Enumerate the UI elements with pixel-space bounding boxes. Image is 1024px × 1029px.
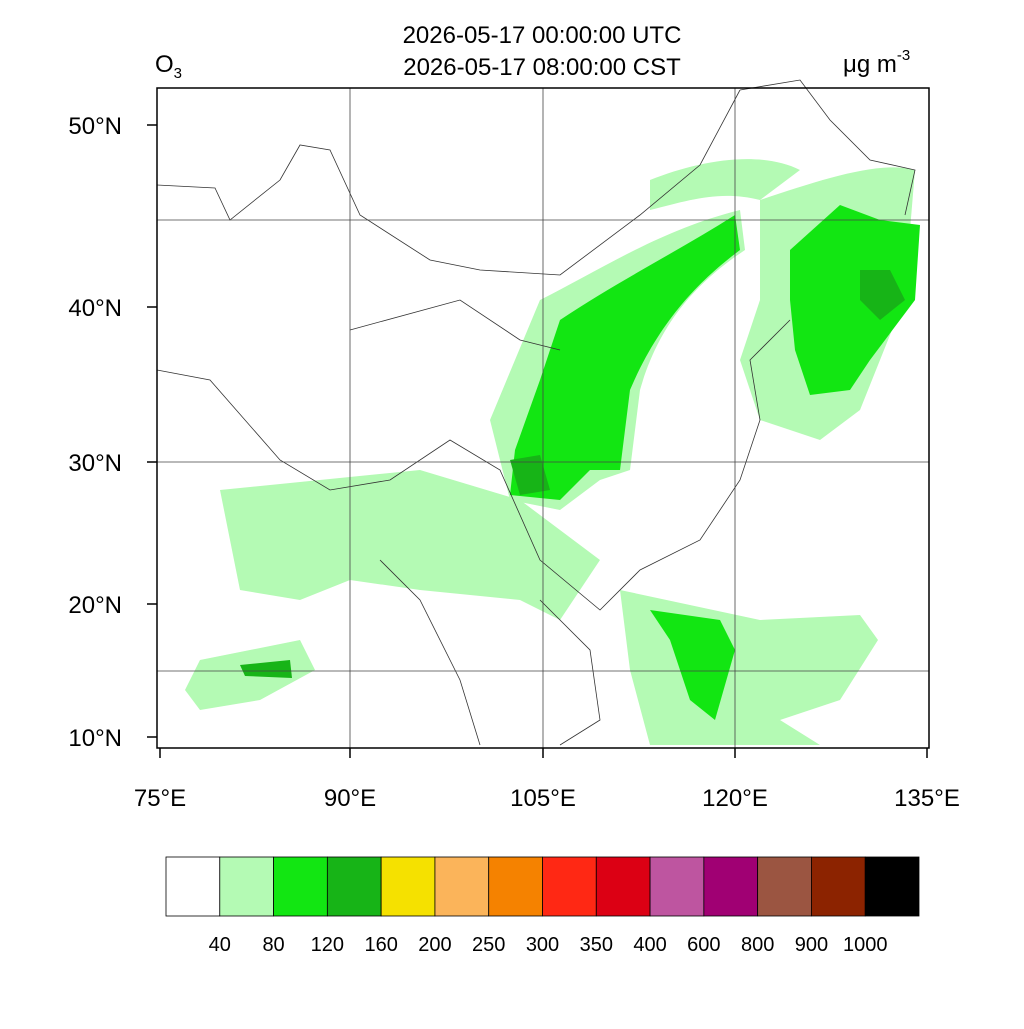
- field-area: [510, 455, 550, 495]
- borders: [156, 79, 916, 746]
- x-tick-label: 75°E: [134, 785, 186, 812]
- axes: 75°E 90°E 105°E 120°E 135°E 50°N 40°N 30°N 20°N 1…: [68, 113, 959, 812]
- colorbar-box: [649, 856, 705, 917]
- colorbar-label: 120: [311, 934, 344, 956]
- variable-main: O: [155, 51, 174, 78]
- colorbar: 40 80 120 160 200 250 300 350 400 600 800 900 1000: [165, 856, 920, 956]
- units-sup: -3: [897, 47, 910, 64]
- colorbar-box: [864, 856, 920, 917]
- colorbar-label: 80: [262, 934, 284, 956]
- colorbar-label: 160: [364, 934, 397, 956]
- colorbar-label: 200: [418, 934, 451, 956]
- colorbar-box: [165, 856, 221, 917]
- units-label: μg m-3: [843, 47, 910, 78]
- colorbar-label: 600: [687, 934, 720, 956]
- colorbar-box: [757, 856, 812, 917]
- field-area: [860, 270, 905, 320]
- title-line: 2026-05-17 00:00:00 UTC: [403, 22, 682, 49]
- colorbar-box: [811, 856, 866, 917]
- colorbar-box: [219, 856, 274, 917]
- title-line: 2026-05-17 08:00:00 CST: [403, 54, 681, 81]
- border-line: [539, 599, 601, 746]
- border-line: [349, 299, 561, 351]
- colorbar-box: [488, 856, 543, 917]
- variable-label: O3: [155, 51, 182, 82]
- colorbar-label: 250: [472, 934, 505, 956]
- field-area: [220, 470, 600, 620]
- colorbar-label: 1000: [843, 934, 888, 956]
- colorbar-label: 300: [526, 934, 559, 956]
- x-tick-label: 105°E: [510, 785, 576, 812]
- colorbar-box: [326, 856, 382, 917]
- colorbar-label: 800: [741, 934, 774, 956]
- y-tick-label: 50°N: [68, 113, 122, 140]
- field: [185, 159, 920, 745]
- border-line: [379, 559, 481, 746]
- y-tick-label: 30°N: [68, 450, 122, 477]
- border-line: [739, 79, 916, 216]
- colorbar-label: 40: [209, 934, 231, 956]
- x-tick-label: 120°E: [702, 785, 768, 812]
- colorbar-box: [273, 856, 328, 917]
- field-area: [240, 660, 292, 678]
- y-tick-label: 10°N: [68, 725, 122, 752]
- field-area: [650, 159, 800, 210]
- border-line: [156, 319, 791, 611]
- field-area: [790, 205, 920, 395]
- colorbar-box: [434, 856, 490, 917]
- x-tick-label: 90°E: [324, 785, 376, 812]
- colorbar-label: 400: [633, 934, 666, 956]
- y-tick-label: 20°N: [68, 592, 122, 619]
- field-area: [650, 610, 735, 720]
- y-tick-label: 40°N: [68, 295, 122, 322]
- colorbar-label: 900: [795, 934, 828, 956]
- variable-sub: 3: [174, 65, 182, 82]
- colorbar-box: [595, 856, 651, 917]
- x-tick-label: 135°E: [894, 785, 960, 812]
- graticule: [157, 88, 929, 748]
- colorbar-box: [380, 856, 436, 917]
- field-area: [510, 215, 740, 500]
- colorbar-box: [542, 856, 597, 917]
- units-main: μg m: [843, 51, 897, 78]
- colorbar-label: 350: [580, 934, 613, 956]
- colorbar-box: [703, 856, 759, 917]
